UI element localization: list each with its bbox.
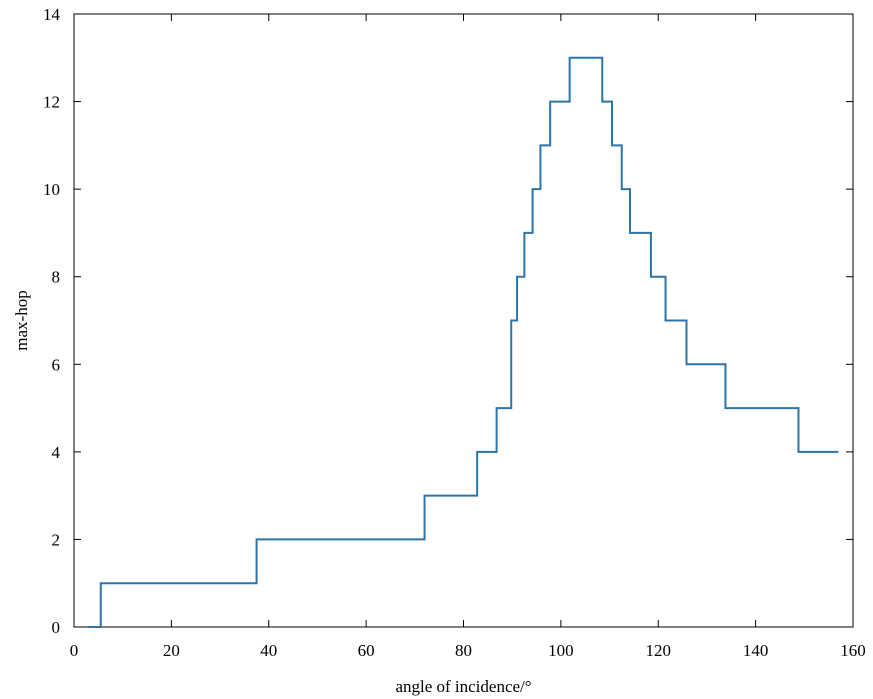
y-tick-label: 10 — [43, 180, 60, 199]
x-tick-label: 0 — [70, 641, 79, 660]
x-tick-label: 80 — [455, 641, 472, 660]
x-tick-label: 100 — [548, 641, 574, 660]
y-tick-label: 2 — [52, 530, 61, 549]
x-tick-label: 120 — [646, 641, 672, 660]
plot-frame — [73, 13, 854, 628]
y-tick-label: 12 — [43, 93, 60, 112]
x-tick-label: 20 — [163, 641, 180, 660]
x-axis-title: angle of incidence/° — [395, 677, 531, 696]
y-tick-label: 6 — [52, 355, 61, 374]
tick-labels: 0 20 40 60 80 100 120 140 160 0 2 4 6 8 10 12 14 — [43, 5, 866, 660]
x-tick-label: 140 — [743, 641, 769, 660]
x-tick-label: 60 — [358, 641, 375, 660]
axis-ticks — [73, 13, 854, 628]
y-tick-label: 0 — [52, 618, 61, 637]
y-tick-label: 8 — [52, 268, 61, 287]
x-tick-label: 160 — [840, 641, 866, 660]
y-tick-label: 14 — [43, 5, 61, 24]
y-axis-title: max-hop — [12, 290, 31, 350]
y-tick-label: 4 — [52, 443, 61, 462]
series-line — [88, 56, 839, 628]
x-tick-label: 40 — [260, 641, 277, 660]
